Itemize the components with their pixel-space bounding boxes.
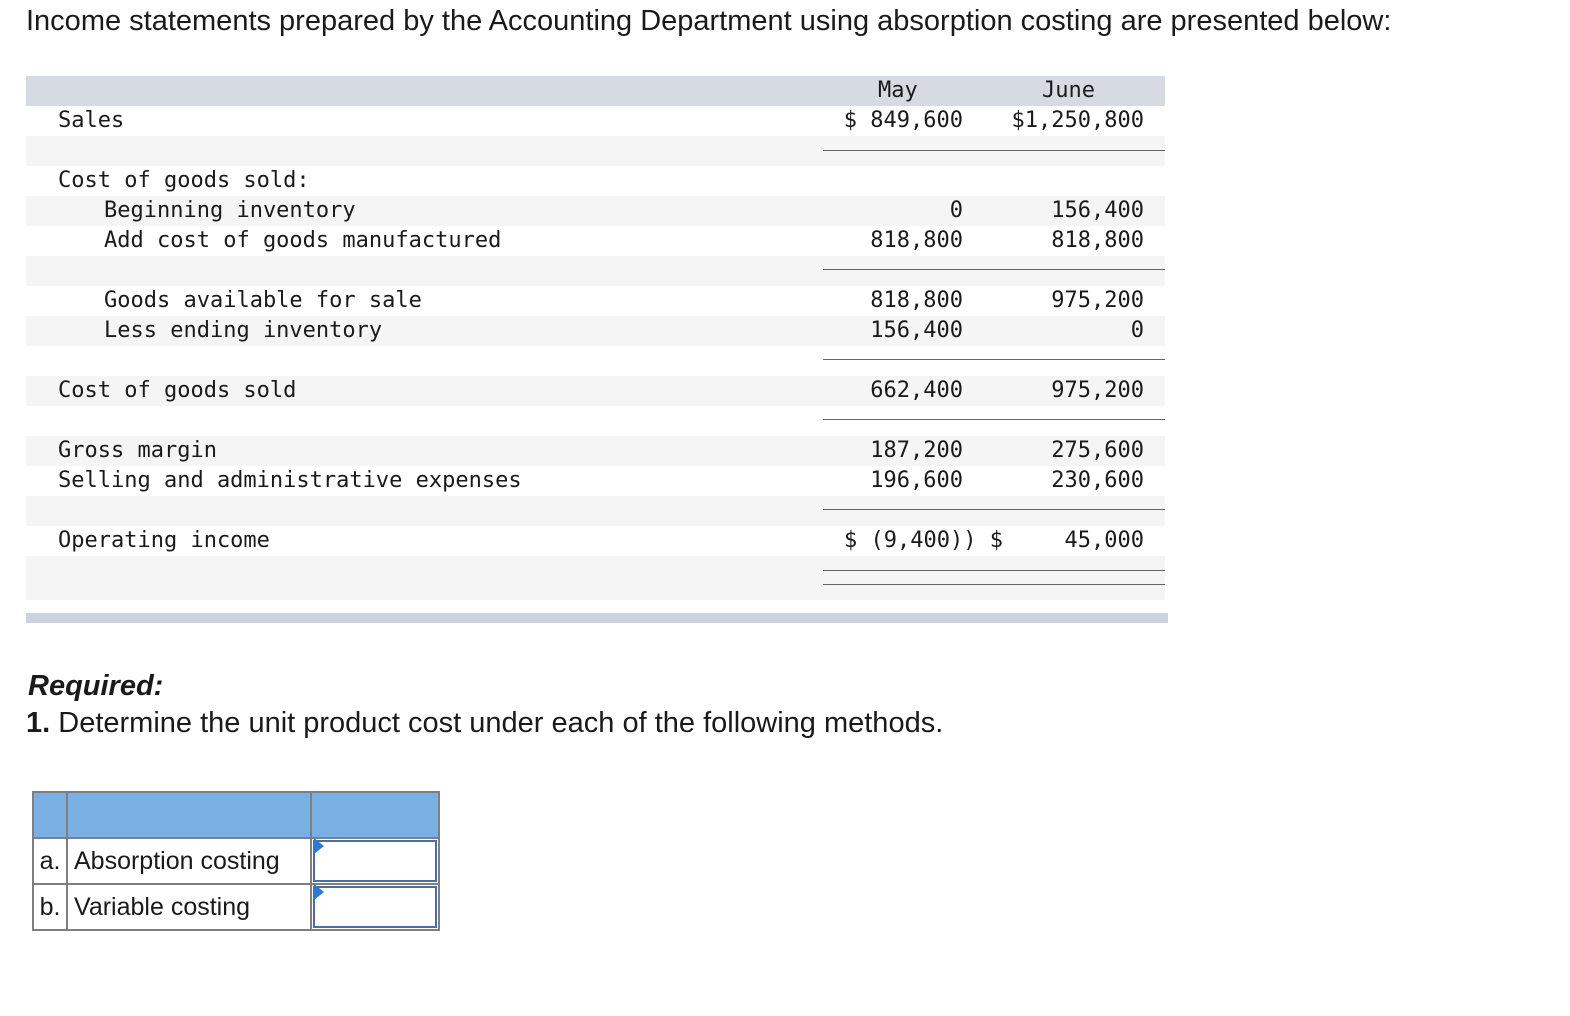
rule-line [823, 419, 1165, 420]
label-gross-margin: Gross margin [58, 438, 217, 463]
column-header-row: May June [26, 76, 1165, 106]
row-cost-of-goods-sold: Cost of goods sold 662,400 975,200 [26, 376, 1165, 406]
gross-margin-may: 187,200 [870, 438, 963, 463]
label-less-ending-inventory: Less ending inventory [104, 318, 383, 343]
spacer-row [26, 496, 1165, 526]
answer-row-absorption: a. Absorption costing [32, 837, 440, 885]
answer-table: a. Absorption costing b. Variable costin… [32, 791, 440, 931]
row-selling-admin: Selling and administrative expenses 196,… [26, 466, 1165, 496]
row-cogs-header: Cost of goods sold: [26, 166, 1165, 196]
cost-of-goods-sold-may: 662,400 [870, 378, 963, 403]
beginning-inventory-june: 156,400 [1051, 198, 1144, 223]
input-marker-icon [314, 838, 324, 854]
sales-june: $1,250,800 [1011, 108, 1144, 133]
sales-may: $ 849,600 [843, 108, 963, 133]
goods-available-june: 975,200 [1051, 288, 1144, 313]
less-ending-inventory-june: 0 [1130, 318, 1144, 343]
intro-text: Income statements prepared by the Accoun… [26, 5, 1392, 37]
add-cost-manufactured-june: 818,800 [1051, 228, 1144, 253]
row-sales: Sales $ 849,600 $1,250,800 [26, 106, 1165, 136]
income-statement: May June Sales $ 849,600 $1,250,800 Cost… [26, 76, 1165, 600]
variable-costing-input[interactable] [313, 886, 437, 928]
label-add-cost-manufactured: Add cost of goods manufactured [104, 228, 502, 253]
label-beginning-inventory: Beginning inventory [104, 198, 356, 223]
less-ending-inventory-may: 156,400 [870, 318, 963, 343]
answer-table-header [32, 791, 440, 839]
beginning-inventory-may: 0 [949, 198, 963, 223]
label-cost-of-goods-sold: Cost of goods sold [58, 378, 297, 403]
rule-line [823, 269, 1165, 270]
row-letter: b. [32, 883, 68, 931]
spacer-row [26, 136, 1165, 166]
header-cell [310, 791, 440, 839]
row-add-cost-manufactured: Add cost of goods manufactured 818,800 8… [26, 226, 1165, 256]
spacer-row [26, 346, 1165, 376]
question-text: Determine the unit product cost under ea… [50, 707, 944, 739]
cost-of-goods-sold-june: 975,200 [1051, 378, 1144, 403]
required-question: 1. Determine the unit product cost under… [26, 704, 943, 742]
gross-margin-june: 275,600 [1051, 438, 1144, 463]
answer-row-variable: b. Variable costing [32, 883, 440, 931]
question-number: 1. [26, 707, 51, 739]
row-goods-available: Goods available for sale 818,800 975,200 [26, 286, 1165, 316]
label-sales: Sales [58, 108, 125, 133]
rule-line [823, 359, 1165, 360]
row-beginning-inventory: Beginning inventory 0 156,400 [26, 196, 1165, 226]
double-rule-top [823, 570, 1165, 571]
selling-admin-may: 196,600 [870, 468, 963, 493]
row-letter: a. [32, 837, 68, 885]
label-operating-income: Operating income [58, 528, 270, 553]
row-label: Variable costing [66, 883, 312, 931]
add-cost-manufactured-may: 818,800 [870, 228, 963, 253]
absorption-costing-input[interactable] [313, 840, 437, 882]
row-operating-income: Operating income $ (9,400)) $ 45,000 [26, 526, 1165, 556]
input-cell [310, 883, 440, 931]
spacer-row [26, 556, 1165, 600]
row-gross-margin: Gross margin 187,200 275,600 [26, 436, 1165, 466]
statement-bottom-bar [26, 613, 1168, 623]
selling-admin-june: 230,600 [1051, 468, 1144, 493]
spacer-row [26, 406, 1165, 436]
label-goods-available: Goods available for sale [104, 288, 422, 313]
row-less-ending-inventory: Less ending inventory 156,400 0 [26, 316, 1165, 346]
input-marker-icon [314, 884, 324, 900]
operating-income-may: $ (9,400)) $ [844, 528, 1003, 553]
header-cell [32, 791, 68, 839]
double-rule-bottom [823, 584, 1165, 585]
header-cell [66, 791, 312, 839]
input-cell [310, 837, 440, 885]
column-header-may: May [878, 78, 918, 103]
label-cogs-header: Cost of goods sold: [58, 168, 310, 193]
operating-income-june: 45,000 [1064, 528, 1144, 553]
rule-line [823, 509, 1165, 510]
rule-line [823, 150, 1165, 151]
row-label: Absorption costing [66, 837, 312, 885]
label-selling-admin: Selling and administrative expenses [58, 468, 522, 493]
required-title: Required: [28, 670, 164, 702]
spacer-row [26, 256, 1165, 286]
goods-available-may: 818,800 [870, 288, 963, 313]
column-header-june: June [1042, 78, 1095, 103]
